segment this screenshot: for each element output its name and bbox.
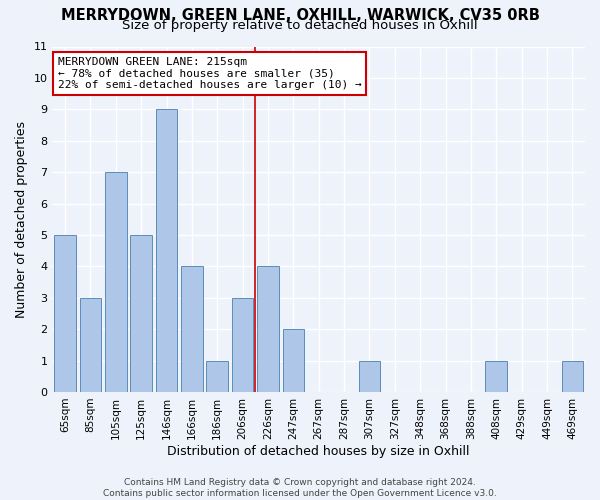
Bar: [283, 329, 304, 392]
Bar: [232, 298, 253, 392]
Bar: [181, 266, 203, 392]
Bar: [562, 360, 583, 392]
Y-axis label: Number of detached properties: Number of detached properties: [15, 120, 28, 318]
Text: Size of property relative to detached houses in Oxhill: Size of property relative to detached ho…: [122, 19, 478, 32]
Bar: [257, 266, 279, 392]
Bar: [130, 235, 152, 392]
Bar: [359, 360, 380, 392]
Bar: [80, 298, 101, 392]
Text: Contains HM Land Registry data © Crown copyright and database right 2024.
Contai: Contains HM Land Registry data © Crown c…: [103, 478, 497, 498]
Bar: [485, 360, 507, 392]
X-axis label: Distribution of detached houses by size in Oxhill: Distribution of detached houses by size …: [167, 444, 470, 458]
Text: MERRYDOWN GREEN LANE: 215sqm
← 78% of detached houses are smaller (35)
22% of se: MERRYDOWN GREEN LANE: 215sqm ← 78% of de…: [58, 57, 361, 90]
Bar: [156, 110, 178, 392]
Bar: [105, 172, 127, 392]
Bar: [55, 235, 76, 392]
Text: MERRYDOWN, GREEN LANE, OXHILL, WARWICK, CV35 0RB: MERRYDOWN, GREEN LANE, OXHILL, WARWICK, …: [61, 8, 539, 22]
Bar: [206, 360, 228, 392]
